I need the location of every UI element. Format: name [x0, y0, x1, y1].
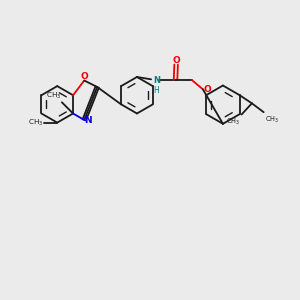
Text: N: N — [85, 116, 92, 125]
Text: CH$_3$: CH$_3$ — [265, 115, 279, 125]
Text: CH$_3$: CH$_3$ — [226, 117, 241, 127]
Text: O: O — [80, 72, 88, 81]
Text: O: O — [172, 56, 180, 65]
Text: CH$_3$: CH$_3$ — [28, 118, 43, 128]
Text: H: H — [154, 86, 160, 95]
Text: CH$_3$: CH$_3$ — [46, 91, 61, 101]
Text: O: O — [203, 85, 211, 94]
Text: N: N — [153, 76, 161, 85]
